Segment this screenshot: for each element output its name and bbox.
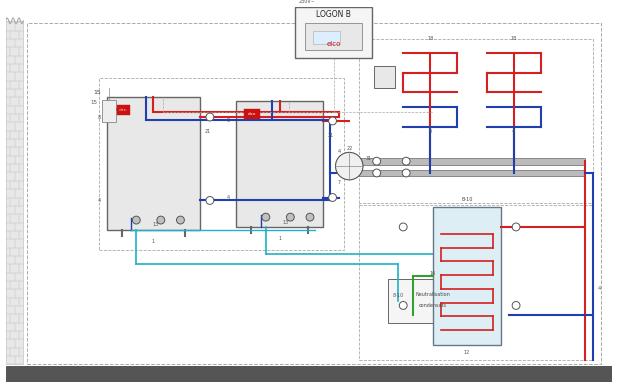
Text: 13: 13: [153, 222, 159, 228]
Text: 4: 4: [429, 129, 432, 134]
Bar: [107, 97, 200, 230]
Text: 18: 18: [427, 36, 433, 41]
Bar: [6, 21, 23, 364]
Bar: [433, 207, 501, 345]
Text: elco: elco: [116, 107, 127, 112]
Bar: [347, 158, 585, 165]
Bar: [359, 39, 593, 206]
Text: 4: 4: [227, 195, 230, 200]
Text: 8: 8: [227, 118, 230, 123]
Circle shape: [262, 213, 269, 221]
Bar: [244, 109, 260, 119]
Circle shape: [206, 196, 214, 204]
Bar: [236, 101, 323, 227]
Text: 4: 4: [512, 129, 515, 134]
Text: 8-10: 8-10: [393, 293, 404, 298]
Text: 22: 22: [346, 146, 352, 151]
Circle shape: [402, 169, 410, 177]
Bar: [374, 66, 396, 87]
Circle shape: [329, 117, 336, 125]
Text: 31: 31: [366, 156, 372, 161]
Text: 4: 4: [98, 198, 101, 203]
Text: 15: 15: [93, 90, 101, 95]
Circle shape: [329, 194, 336, 201]
Text: 15: 15: [91, 100, 98, 105]
Text: condensats: condensats: [418, 303, 447, 308]
Circle shape: [399, 223, 407, 231]
Text: 1: 1: [152, 239, 155, 244]
Text: 1: 1: [278, 236, 281, 241]
Circle shape: [512, 223, 520, 231]
Text: 16: 16: [430, 270, 436, 275]
Text: 230V~: 230V~: [298, 0, 315, 4]
Circle shape: [402, 157, 410, 165]
Text: B-10: B-10: [461, 197, 473, 202]
Bar: [115, 105, 130, 115]
Circle shape: [286, 213, 294, 221]
Text: 13: 13: [282, 220, 289, 225]
Text: 21: 21: [205, 129, 211, 134]
Bar: [295, 7, 372, 58]
Text: elco: elco: [248, 112, 256, 116]
Circle shape: [373, 169, 381, 177]
Circle shape: [512, 301, 520, 309]
Text: 4: 4: [338, 149, 341, 154]
Circle shape: [399, 301, 407, 309]
Text: 18: 18: [510, 36, 517, 41]
Bar: [359, 203, 593, 360]
Text: elco: elco: [119, 108, 127, 112]
Bar: [6, 366, 612, 382]
Text: 4: 4: [598, 286, 601, 291]
Bar: [102, 100, 116, 122]
Text: 7: 7: [338, 180, 341, 185]
Circle shape: [157, 216, 165, 224]
Circle shape: [177, 216, 184, 224]
Bar: [305, 23, 362, 50]
Bar: [313, 31, 341, 44]
Text: LOGON B: LOGON B: [316, 10, 351, 19]
Text: 21: 21: [328, 133, 334, 138]
Text: Neutralisation: Neutralisation: [415, 292, 450, 297]
Bar: [347, 170, 585, 176]
Circle shape: [132, 216, 140, 224]
Bar: [389, 279, 477, 323]
Circle shape: [336, 152, 363, 180]
Circle shape: [206, 113, 214, 121]
Circle shape: [306, 213, 314, 221]
Text: elco: elco: [326, 41, 341, 47]
Bar: [99, 78, 344, 249]
Text: 8: 8: [98, 115, 101, 120]
Circle shape: [373, 157, 381, 165]
Text: 12: 12: [464, 350, 470, 355]
